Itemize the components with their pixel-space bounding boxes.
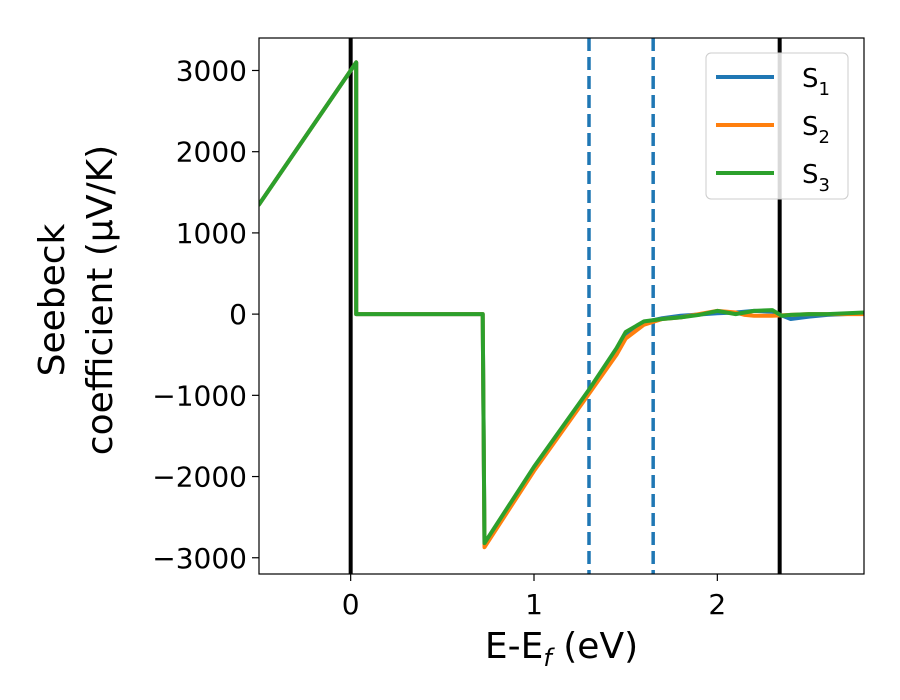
legend: S1 S2 S3	[705, 52, 849, 200]
y-tick-label: 1000	[176, 217, 247, 250]
y-tick-label: −3000	[152, 542, 247, 575]
y-tick-label: 0	[229, 298, 247, 331]
x-axis-label: E-Ef (eV)	[485, 626, 638, 672]
x-tick-label: 1	[525, 588, 543, 621]
plot-area-frame	[258, 37, 865, 575]
legend-label-s1: S1	[802, 64, 830, 100]
series-line-s3	[259, 60, 864, 546]
legend-box	[705, 52, 849, 200]
y-tick-label: −1000	[152, 379, 247, 412]
legend-label-s3: S3	[802, 160, 830, 196]
y-axis-label-line1: Seebeck	[32, 223, 73, 376]
series-lines	[259, 60, 864, 550]
axis-labels: E-Ef (eV) Seebeck coefficient (μV/K)	[32, 145, 638, 672]
axis-ticks: 0 1 2 −3000 −2000 −1000 0 1000 2000 3000	[152, 54, 726, 621]
x-tick-label: 0	[342, 588, 360, 621]
y-tick-label: −2000	[152, 461, 247, 494]
legend-label-s2: S2	[802, 112, 830, 148]
y-axis-label-line2: coefficient (μV/K)	[80, 145, 121, 455]
x-tick-label: 2	[708, 588, 726, 621]
y-tick-label: 3000	[176, 54, 247, 87]
y-tick-label: 2000	[176, 136, 247, 169]
